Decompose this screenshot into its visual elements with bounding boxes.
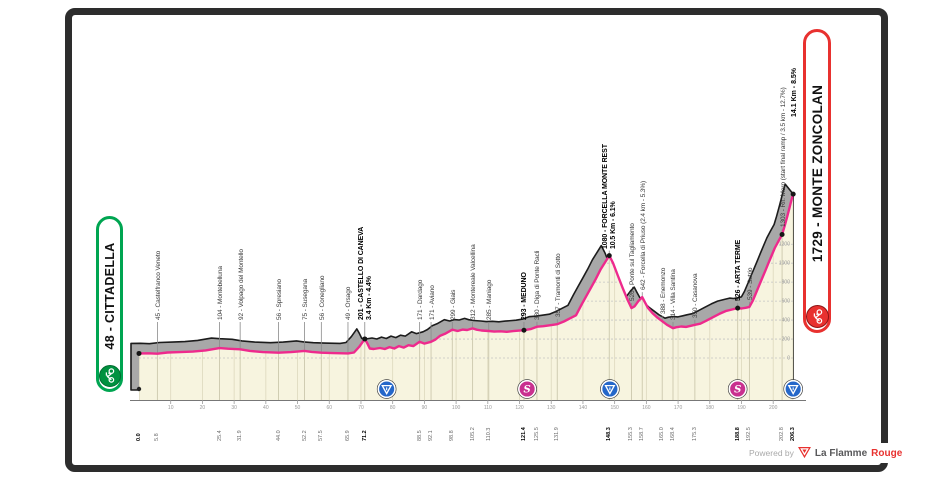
la-flamme-rouge-logo-icon bbox=[797, 447, 811, 459]
elevation-label: 600 bbox=[782, 299, 791, 305]
waypoint-dot bbox=[362, 336, 368, 342]
sprint-marker-icon bbox=[518, 379, 537, 399]
elevation-label: 400 bbox=[782, 318, 791, 324]
waypoint-dot bbox=[136, 350, 142, 356]
x-tick-label: 100 bbox=[452, 405, 461, 411]
elevation-label: 0 bbox=[787, 356, 790, 362]
x-tick-label: 10 bbox=[168, 405, 174, 411]
x-tick-label: 140 bbox=[579, 405, 588, 411]
finish-cyclist-icon bbox=[805, 305, 829, 328]
x-tick-label: 160 bbox=[642, 405, 651, 411]
elevation-label: 1200 bbox=[779, 242, 790, 248]
final-climb-summary: 14.1 Km - 8.5% bbox=[791, 67, 798, 117]
powered-by-text: Powered by bbox=[749, 448, 794, 458]
elevation-label: 1000 bbox=[779, 261, 790, 267]
x-tick-label: 90 bbox=[422, 405, 428, 411]
elevation-label: 800 bbox=[782, 280, 791, 286]
svg-text:S: S bbox=[734, 385, 741, 396]
x-tick-label: 60 bbox=[326, 405, 332, 411]
x-tick-label: 120 bbox=[515, 405, 524, 411]
x-tick-label: 70 bbox=[358, 405, 364, 411]
x-tick-label: 180 bbox=[706, 405, 715, 411]
waypoint-dot bbox=[779, 231, 785, 237]
brand-rouge: Rouge bbox=[871, 447, 903, 459]
x-tick-label: 130 bbox=[547, 405, 556, 411]
svg-text:S: S bbox=[524, 385, 531, 396]
waypoint-dot bbox=[521, 327, 527, 333]
start-banner: 48 - CITTADELLA bbox=[96, 216, 123, 392]
x-tick-label: 110 bbox=[484, 405, 492, 411]
brand-la-flamme: La Flamme bbox=[814, 447, 868, 459]
sprint-marker-icon bbox=[728, 379, 747, 399]
x-tick-label: 50 bbox=[295, 405, 301, 411]
x-tick-label: 20 bbox=[200, 405, 206, 411]
route-line bbox=[137, 192, 795, 355]
x-tick-label: 190 bbox=[737, 405, 746, 411]
elevation-label: 200 bbox=[782, 337, 791, 343]
x-tick-label: 80 bbox=[390, 405, 396, 411]
finish-banner: 1729 - MONTE ZONCOLAN bbox=[803, 29, 831, 333]
start-cyclist-icon bbox=[98, 365, 121, 387]
x-tick-label: 30 bbox=[231, 405, 237, 411]
waypoint-dot bbox=[735, 305, 741, 311]
start-banner-label: 48 - CITTADELLA bbox=[102, 242, 117, 350]
footer-credit: Powered by La Flamme Rouge bbox=[745, 443, 907, 463]
finish-banner-label: 1729 - MONTE ZONCOLAN bbox=[809, 84, 825, 263]
waypoint-dot bbox=[606, 253, 612, 259]
x-tick-label: 40 bbox=[263, 405, 269, 411]
x-tick-label: 170 bbox=[674, 405, 683, 411]
x-tick-label: 200 bbox=[769, 405, 778, 411]
x-tick-label: 150 bbox=[610, 405, 619, 411]
profile-area bbox=[139, 194, 794, 400]
waypoint-dot bbox=[790, 191, 796, 197]
